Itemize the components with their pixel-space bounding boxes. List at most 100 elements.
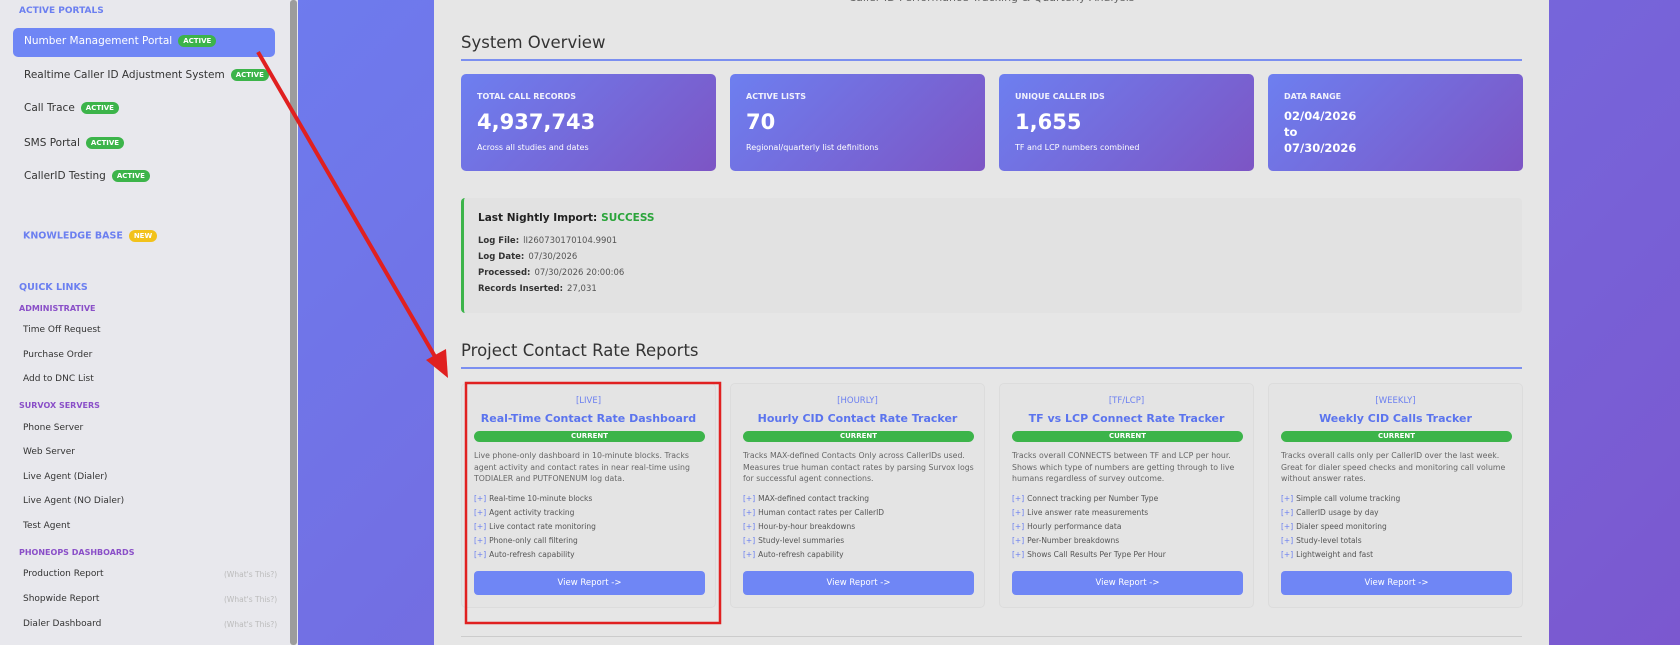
feature-bullet: [+]	[743, 522, 756, 531]
feature-item: [+] Per-Number breakdowns	[1012, 536, 1119, 545]
report-description: Tracks overall CONNECTS between TF and L…	[1012, 451, 1235, 483]
report-card: [LIVE] Real-Time Contact Rate Dashboard CU…	[461, 383, 716, 608]
portal-link[interactable]: SMS Portal ACTIVE	[24, 137, 125, 149]
import-field: Processed: 07/30/2026 20:00:06	[478, 268, 624, 278]
portal-link[interactable]: Number Management Portal ACTIVE	[24, 35, 217, 47]
quick-link[interactable]: Phone Server	[23, 423, 84, 433]
bottom-rule	[461, 636, 1522, 637]
whats-this-link[interactable]: (What's This?)	[224, 620, 278, 629]
field-label: Log Date:	[478, 252, 525, 262]
link-label: CallerID Testing	[24, 170, 106, 182]
link-label: KNOWLEDGE BASE	[23, 230, 123, 242]
highlight-box	[464, 381, 722, 625]
field-value: 07/30/2026 20:00:06	[534, 268, 625, 278]
feature-bullet: [+]	[1012, 536, 1025, 545]
feature-text: Real-time 10-minute blocks	[489, 494, 593, 503]
quick-link[interactable]: Time Off Request	[23, 325, 101, 335]
quick-link[interactable]: Shopwide Report	[23, 594, 100, 604]
stat-label: TOTAL CALL RECORDS	[477, 92, 577, 101]
report-description: Tracks overall calls only per CallerID o…	[1281, 451, 1506, 483]
quick-link[interactable]: Web Server	[23, 447, 75, 457]
stat-card: TOTAL CALL RECORDS 4,937,743 Across all st…	[461, 74, 716, 171]
stat-note: Regional/quarterly list definitions	[746, 143, 879, 152]
feature-item: [+] MAX-defined contact tracking	[743, 494, 869, 503]
report-tag: [HOURLY]	[837, 396, 878, 406]
knowledge-base-link[interactable]: KNOWLEDGE BASE NEW	[23, 230, 158, 242]
whats-this-link[interactable]: (What's This?)	[224, 570, 278, 579]
report-title[interactable]: Hourly CID Contact Rate Tracker	[757, 412, 958, 425]
feature-item: [+] Agent activity tracking	[474, 508, 574, 517]
feature-bullet: [+]	[1012, 494, 1025, 503]
report-tag: [LIVE]	[575, 396, 602, 406]
feature-bullet: [+]	[1281, 508, 1294, 517]
stat-card: ACTIVE LISTS 70 Regional/quarterly list de…	[730, 74, 985, 171]
field-label: Processed:	[478, 268, 531, 278]
quick-link[interactable]: Live Agent (NO Dialer)	[23, 496, 125, 506]
section-rule	[461, 59, 1522, 61]
feature-text: Connect tracking per Number Type	[1027, 494, 1159, 503]
portal-link[interactable]: Realtime Caller ID Adjustment System ACTI…	[24, 69, 269, 81]
portal-link[interactable]: CallerID Testing ACTIVE	[24, 170, 150, 182]
whats-this-link[interactable]: (What's This?)	[224, 595, 278, 604]
stat-value: 4,937,743	[477, 110, 596, 134]
feature-item: [+] Study-level totals	[1281, 536, 1362, 545]
stat-card: DATA RANGE 02/04/2026 to 07/30/2026	[1268, 74, 1523, 171]
stat-label: UNIQUE CALLER IDS	[1015, 92, 1105, 101]
section-title: Project Contact Rate Reports	[461, 341, 699, 360]
import-title: Last Nightly Import: SUCCESS	[478, 212, 655, 224]
report-title[interactable]: Real-Time Contact Rate Dashboard	[480, 412, 697, 425]
feature-bullet: [+]	[743, 494, 756, 503]
current-badge: CURRENT	[1281, 431, 1512, 442]
feature-bullet: [+]	[474, 522, 487, 531]
feature-bullet: [+]	[743, 536, 756, 545]
current-badge: CURRENT	[743, 431, 974, 442]
quick-link[interactable]: Purchase Order	[23, 350, 93, 360]
feature-text: Agent activity tracking	[489, 508, 575, 517]
status-badge: ACTIVE	[85, 137, 125, 149]
field-label: Records Inserted:	[478, 284, 564, 294]
feature-item: [+] Hourly performance data	[1012, 522, 1121, 531]
quick-link[interactable]: Test Agent	[23, 521, 71, 531]
report-card: [TF/LCP] TF vs LCP Connect Rate Tracker CU…	[999, 383, 1254, 608]
link-label: Realtime Caller ID Adjustment System	[24, 69, 225, 81]
feature-text: Auto-refresh capability	[489, 550, 575, 559]
section-heading: ACTIVE PORTALS	[19, 6, 104, 16]
quick-link[interactable]: Production Report	[23, 569, 104, 579]
quick-link[interactable]: Live Agent (Dialer)	[23, 472, 108, 482]
section-heading: QUICK LINKS	[19, 282, 88, 293]
feature-text: Hourly performance data	[1027, 522, 1122, 531]
feature-bullet: [+]	[743, 508, 756, 517]
feature-item: [+] Dialer speed monitoring	[1281, 522, 1387, 531]
feature-bullet: [+]	[474, 550, 487, 559]
group-heading: ADMINISTRATIVE	[19, 304, 96, 313]
feature-item: [+] Phone-only call filtering	[474, 536, 578, 545]
report-title[interactable]: TF vs LCP Connect Rate Tracker	[1028, 412, 1225, 425]
feature-item: [+] Connect tracking per Number Type	[1012, 494, 1158, 503]
group-heading: SURVOX SERVERS	[19, 401, 100, 410]
quick-link[interactable]: Dialer Dashboard	[23, 619, 102, 629]
feature-item: [+] CallerID usage by day	[1281, 508, 1379, 517]
view-report-button[interactable]: View Report ->	[743, 571, 974, 595]
view-report-button[interactable]: View Report ->	[474, 571, 705, 595]
view-report-button[interactable]: View Report ->	[1012, 571, 1243, 595]
feature-text: MAX-defined contact tracking	[758, 494, 869, 503]
feature-text: Lightweight and fast	[1296, 550, 1374, 559]
view-report-button[interactable]: View Report ->	[1281, 571, 1512, 595]
report-tag: [TF/LCP]	[1108, 396, 1145, 406]
report-card: [HOURLY] Hourly CID Contact Rate Tracker C…	[730, 383, 985, 608]
feature-text: Study-level summaries	[758, 536, 845, 545]
feature-bullet: [+]	[1281, 522, 1294, 531]
field-value: 27,031	[567, 284, 597, 294]
portal-link[interactable]: Call Trace ACTIVE	[24, 102, 119, 114]
scrollbar[interactable]	[290, 0, 297, 645]
page-subtitle: Caller ID Performance Tracking & Quarter…	[434, 0, 1549, 4]
feature-item: [+] Live contact rate monitoring	[474, 522, 596, 531]
field-value: 07/30/2026	[528, 252, 578, 262]
main-panel: Caller ID Performance Tracking & Quarter…	[434, 0, 1549, 645]
active-highlight	[13, 28, 275, 57]
report-title[interactable]: Weekly CID Calls Tracker	[1319, 412, 1472, 425]
feature-item: [+] Shows Call Results Per Type Per Hour	[1012, 550, 1166, 559]
quick-link[interactable]: Add to DNC List	[23, 374, 94, 384]
